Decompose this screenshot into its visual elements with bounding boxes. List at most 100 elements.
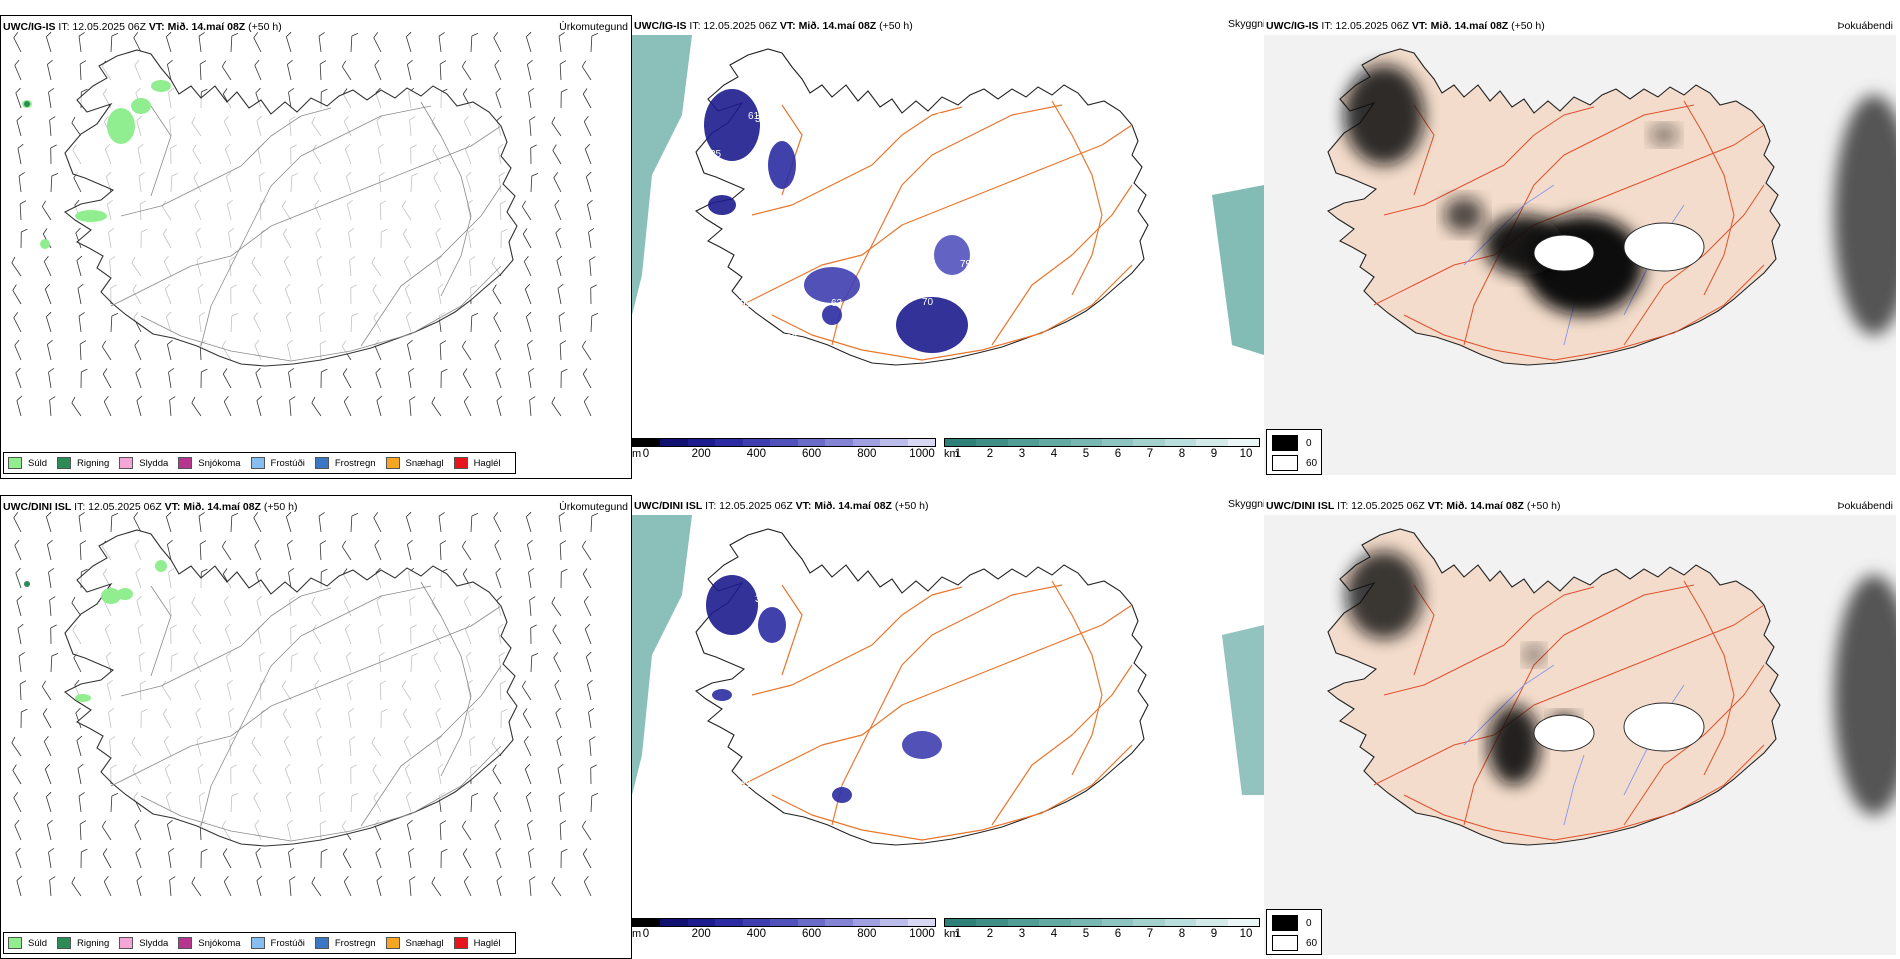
elevation-label: 36 [899, 630, 911, 641]
precip-legend-item: Frostúði [251, 937, 305, 949]
precip-panel-top: UWC/IG-IS IT: 12.05.2025 06Z VT: Mið. 14… [0, 15, 632, 479]
fog-legend-item: 60 [1272, 455, 1317, 471]
colorbar-tick: 200 [692, 448, 711, 460]
colorbar-tick: 1 [955, 928, 961, 940]
colorbar-tick: 7 [1147, 448, 1153, 460]
colorbar-tick: 800 [857, 448, 876, 460]
fog-legend-item: 60 [1272, 935, 1317, 951]
colorbar-tick: 600 [802, 448, 821, 460]
legend-label: Snæhagl [406, 458, 444, 469]
precip-type-legend: Súld Rigning Slydda Snjókoma Frostúði Frostre… [3, 932, 516, 954]
precip-legend-item: Súld [8, 457, 47, 469]
colorbar-strip [944, 918, 1260, 927]
legend-swatch [1272, 935, 1298, 951]
legend-label: Frostregn [335, 458, 376, 469]
colorbar-tick: 1000 [909, 928, 935, 940]
elevation-label: 28 [914, 705, 926, 716]
elevation-label: 42 [861, 668, 873, 679]
legend-label: Slydda [139, 458, 168, 469]
legend-swatch [386, 457, 400, 469]
colorbar-tick: 800 [857, 928, 876, 940]
legend-swatch [315, 937, 329, 949]
colorbar-strip [632, 918, 936, 927]
legend-swatch [1272, 435, 1298, 451]
precip-legend-item: Snjókoma [178, 457, 240, 469]
elevation-label: 47 [733, 296, 745, 307]
precip-legend-item: Haglél [454, 457, 501, 469]
precip-legend-item: Rigning [57, 937, 109, 949]
precip-panel-bottom: UWC/DINI ISL IT: 12.05.2025 06Z VT: Mið.… [0, 495, 632, 959]
colorbar-tick: 0 [643, 928, 649, 940]
legend-label: Haglél [474, 938, 501, 949]
legend-swatch [8, 457, 22, 469]
fog-legend-item: 0 [1272, 915, 1312, 931]
precip-type-legend: Súld Rigning Slydda Snjókoma Frostúði Frostre… [3, 452, 516, 474]
elevation-label: 98 [786, 333, 798, 344]
colorbar-tick: 1 [955, 448, 961, 460]
fog-legend-item: 0 [1272, 435, 1312, 451]
elevation-label: 60 [702, 557, 714, 568]
elevation-label: 61 [748, 111, 760, 122]
legend-label: Snjókoma [198, 458, 240, 469]
colorbar-tick: 4 [1051, 448, 1057, 460]
colorbar-tick: 200 [692, 928, 711, 940]
legend-swatch [386, 937, 400, 949]
legend-label: 0 [1306, 438, 1312, 449]
elevation-panel-top: UWC/IG-IS IT: 12.05.2025 06Z VT: Mið. 14… [632, 15, 1264, 479]
elevation-panel-bottom: UWC/DINI ISL IT: 12.05.2025 06Z VT: Mið.… [632, 495, 1264, 959]
colorbar-tick: 9 [1211, 928, 1217, 940]
precip-legend-item: Frostregn [315, 457, 376, 469]
colorbar-tick: 2 [987, 928, 993, 940]
elevation-label: 37 [808, 631, 820, 642]
elevation-label: 99 [854, 185, 866, 196]
legend-swatch [8, 937, 22, 949]
legend-swatch [315, 457, 329, 469]
precip-legend-item: Frostúði [251, 457, 305, 469]
legend-label: Snjókoma [198, 938, 240, 949]
elevation-label: 33 [846, 593, 858, 604]
elevation-label: 10 [725, 704, 737, 715]
colorbar-tick: 3 [1019, 448, 1025, 460]
legend-label: Rigning [77, 938, 109, 949]
precip-legend-item: Rigning [57, 457, 109, 469]
elevation-label: 75 [952, 187, 964, 198]
fog-panel-bottom: UWC/DINI ISL IT: 12.05.2025 06Z VT: Mið.… [1264, 495, 1896, 959]
fog-panel-top: UWC/IG-IS IT: 12.05.2025 06Z VT: Mið. 14… [1264, 15, 1896, 479]
elevation-label: 70 [922, 297, 934, 308]
elevation-label: 63 [831, 298, 843, 309]
legend-swatch [57, 937, 71, 949]
legend-label: 0 [1306, 918, 1312, 929]
legend-label: Frostregn [335, 938, 376, 949]
precip-map [1, 16, 632, 479]
fog-legend: 0 60 [1266, 909, 1322, 955]
colorbar-tick: 2 [987, 448, 993, 460]
elevation-label: 48 [884, 815, 896, 826]
colorbar-tick: 3 [1019, 928, 1025, 940]
legend-label: Snæhagl [406, 938, 444, 949]
elevation-label: 62 [975, 334, 987, 345]
legend-label: Slydda [139, 938, 168, 949]
elevation-label: 47 [702, 77, 714, 88]
colorbar-tick: 9 [1211, 448, 1217, 460]
elevation-label: 35 [710, 149, 722, 160]
elevation-label: 67 [778, 741, 790, 752]
colorbar-strip [632, 438, 936, 447]
elevation-label: 77 [816, 223, 828, 234]
legend-label: 60 [1306, 458, 1317, 469]
colorbar-tick: 7 [1147, 928, 1153, 940]
precip-legend-item: Snjókoma [178, 937, 240, 949]
legend-swatch [454, 457, 468, 469]
precip-legend-item: Súld [8, 937, 47, 949]
fog-map [1264, 495, 1896, 959]
colorbar-tick: 8 [1179, 448, 1185, 460]
fog-map [1264, 15, 1896, 479]
precip-legend-item: Frostregn [315, 937, 376, 949]
elevation-label: 56 [725, 224, 737, 235]
colorbar-tick: 1000 [909, 448, 935, 460]
elevation-label: 35 [755, 594, 767, 605]
elevation-label: 15 [907, 222, 919, 233]
legend-swatch [251, 457, 265, 469]
legend-swatch [57, 457, 71, 469]
